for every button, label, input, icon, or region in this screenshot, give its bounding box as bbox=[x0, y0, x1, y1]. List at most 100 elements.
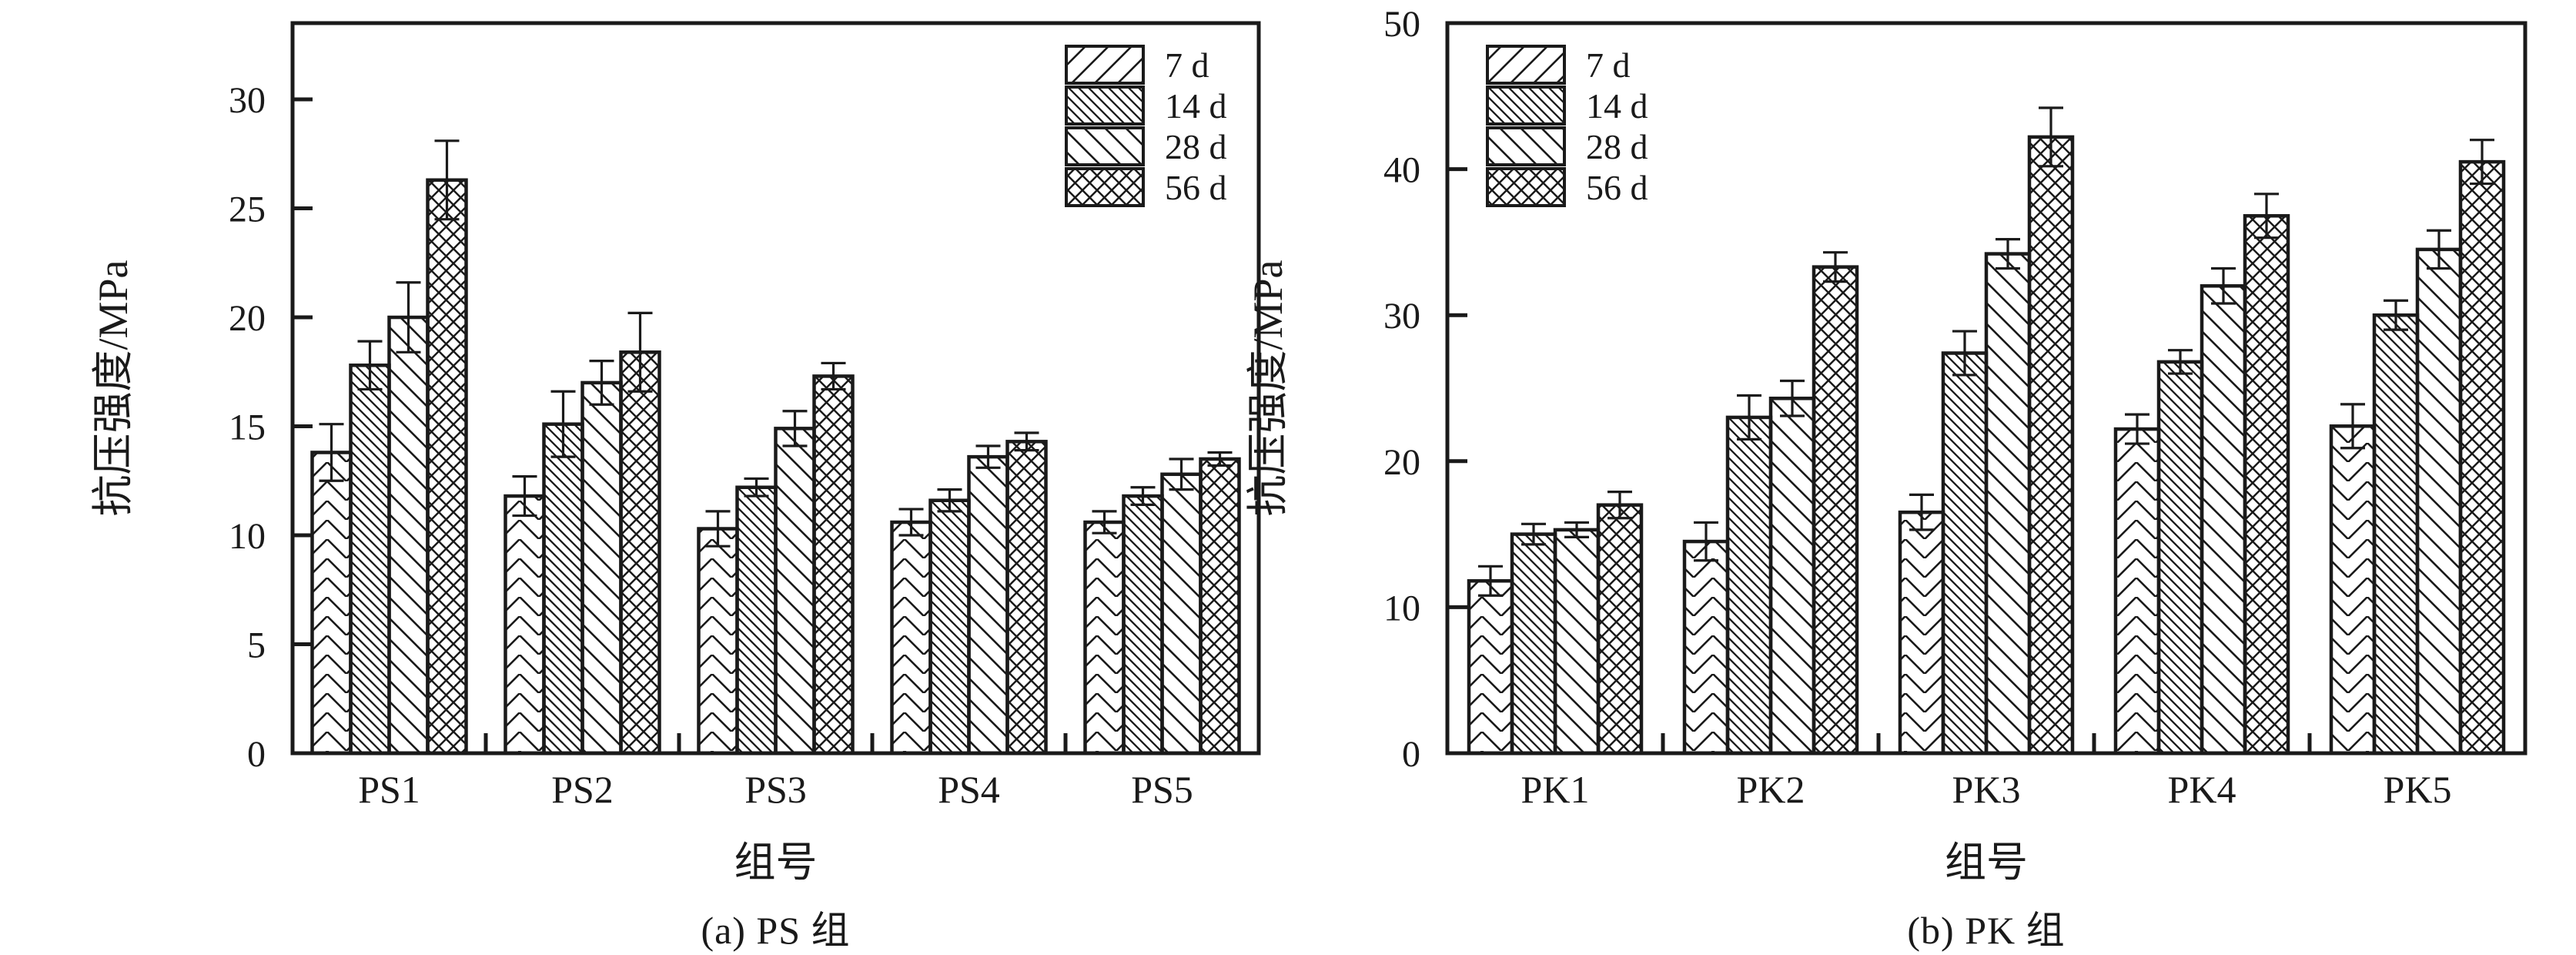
bar-PS1-28d bbox=[387, 315, 430, 756]
x-tick-label-PS1: PS1 bbox=[358, 768, 420, 811]
legend-swatch-56d bbox=[1065, 167, 1145, 207]
x-axis-title: 组号 bbox=[1945, 839, 2028, 886]
x-tick-label-PK4: PK4 bbox=[2168, 768, 2236, 811]
x-tick-label-PK3: PK3 bbox=[1952, 768, 2021, 811]
x-tick-label-PS3: PS3 bbox=[744, 768, 807, 811]
y-tick-label: 0 bbox=[1402, 734, 1420, 775]
error-bar-PS1-28d bbox=[396, 281, 421, 354]
bar-group-PS1 bbox=[310, 139, 468, 756]
chart-b-legend: 7 d14 d28 d56 d bbox=[1486, 45, 1648, 207]
error-bar-PK4-56d bbox=[2254, 193, 2279, 240]
bar-PS3-28d bbox=[774, 427, 816, 756]
y-tick-label: 25 bbox=[229, 189, 266, 230]
bar-PS5-28d bbox=[1160, 472, 1203, 756]
bar-PK3-14d bbox=[1941, 351, 1989, 756]
legend-swatch-56d bbox=[1486, 167, 1566, 207]
bar-group-PS5 bbox=[1083, 451, 1241, 756]
y-tick-label: 40 bbox=[1383, 150, 1420, 191]
bar-PK1-56d bbox=[1596, 503, 1644, 756]
legend-label-14d: 14 d bbox=[1165, 86, 1227, 126]
bar-PK4-7d bbox=[2113, 427, 2161, 756]
chart-b-bars bbox=[1467, 106, 2506, 756]
chart-a-x-axis: PS1 PS2 PS3 PS4 PS5 组号 bbox=[358, 733, 1193, 886]
bar-PK1-7d bbox=[1467, 579, 1514, 756]
panel-b-caption: (b) PK 组 bbox=[1907, 909, 2066, 952]
bar-PK1-28d bbox=[1553, 528, 1601, 756]
chart-b-y-axis: 0 10 20 30 40 50 抗压强度/MPa bbox=[1245, 4, 1467, 775]
legend-label-28d: 28 d bbox=[1165, 127, 1227, 166]
error-bar-PS1-14d bbox=[357, 340, 383, 391]
error-bar-PS2-7d bbox=[512, 475, 537, 518]
x-tick-label-PS2: PS2 bbox=[551, 768, 614, 811]
bar-PK2-28d bbox=[1768, 397, 1816, 756]
bar-PK5-14d bbox=[2372, 313, 2420, 756]
bar-PS4-14d bbox=[928, 498, 971, 756]
error-bar-PS2-56d bbox=[627, 311, 653, 393]
bar-PS3-14d bbox=[735, 485, 778, 756]
error-bar-PS5-7d bbox=[1092, 510, 1117, 534]
bar-PS5-7d bbox=[1083, 520, 1126, 756]
bar-PS2-28d bbox=[580, 380, 623, 756]
bar-group-PK5 bbox=[2329, 139, 2506, 756]
legend-label-7d: 7 d bbox=[1165, 45, 1209, 85]
error-bar-PS1-56d bbox=[434, 139, 460, 221]
error-bar-PK5-14d bbox=[2384, 299, 2408, 331]
bar-PS4-7d bbox=[890, 520, 932, 756]
legend-swatch-7d bbox=[1065, 45, 1145, 85]
bar-PS1-7d bbox=[310, 451, 353, 756]
bar-PS5-14d bbox=[1122, 494, 1164, 756]
error-bar-PK3-28d bbox=[1996, 238, 2020, 270]
bar-PK4-28d bbox=[2200, 284, 2247, 756]
bar-PK2-7d bbox=[1682, 539, 1730, 756]
bar-PS1-56d bbox=[426, 178, 468, 756]
legend-swatch-14d bbox=[1486, 85, 1566, 126]
error-bar-PS2-14d bbox=[550, 390, 576, 458]
error-bar-PK4-14d bbox=[2168, 349, 2193, 375]
error-bar-PK1-56d bbox=[1607, 491, 1632, 520]
error-bar-PS4-28d bbox=[975, 444, 1001, 469]
error-bar-PS5-56d bbox=[1207, 451, 1233, 467]
error-bar-PK4-7d bbox=[2125, 413, 2149, 445]
error-bar-PK2-56d bbox=[1823, 251, 1848, 283]
bar-PS3-56d bbox=[812, 374, 855, 756]
bar-group-PS3 bbox=[697, 361, 855, 756]
chart-b-frame bbox=[1445, 21, 2527, 756]
x-tick-label-PS5: PS5 bbox=[1131, 768, 1193, 811]
legend-swatch-28d bbox=[1486, 126, 1566, 166]
error-bar-PK5-28d bbox=[2427, 229, 2451, 270]
error-bar-PK3-56d bbox=[2039, 106, 2063, 168]
y-tick-label: 10 bbox=[1383, 588, 1420, 628]
chart-a-frame bbox=[290, 21, 1261, 756]
y-axis-title: 抗压强度/MPa bbox=[1245, 260, 1291, 516]
error-bar-PK3-14d bbox=[1952, 330, 1977, 377]
bar-group-PS4 bbox=[890, 431, 1048, 756]
y-tick-label: 15 bbox=[229, 407, 266, 448]
bar-PK3-56d bbox=[2027, 135, 2075, 756]
chart-a-legend: 7 d14 d28 d56 d bbox=[1065, 45, 1227, 207]
legend-label-28d: 28 d bbox=[1586, 127, 1648, 166]
error-bar-PK1-28d bbox=[1564, 521, 1589, 538]
bar-PK4-56d bbox=[2243, 214, 2290, 756]
x-tick-label-PK5: PK5 bbox=[2384, 768, 2452, 811]
bar-PK5-56d bbox=[2458, 159, 2506, 756]
bar-PK5-28d bbox=[2415, 247, 2463, 756]
chart-a-bars bbox=[310, 139, 1241, 756]
y-axis-title: 抗压强度/MPa bbox=[90, 260, 136, 516]
error-bar-PS1-7d bbox=[319, 423, 344, 482]
error-bar-PK2-28d bbox=[1780, 379, 1805, 417]
error-bar-PS4-56d bbox=[1014, 431, 1039, 452]
chart-b: 0 10 20 30 40 50 抗压强度/MPa PK1 PK2 PK3 PK4 PK5 组号 7 d1… bbox=[1245, 4, 2527, 886]
x-tick-label-PS4: PS4 bbox=[938, 768, 1000, 811]
x-tick-label-PK1: PK1 bbox=[1521, 768, 1590, 811]
bar-PS1-14d bbox=[349, 364, 391, 756]
y-tick-label: 20 bbox=[229, 298, 266, 339]
legend-label-56d: 56 d bbox=[1165, 168, 1227, 207]
bar-PK4-14d bbox=[2156, 360, 2204, 756]
error-bar-PK1-14d bbox=[1521, 522, 1546, 546]
error-bar-PS2-28d bbox=[589, 360, 614, 406]
bar-PS2-14d bbox=[542, 422, 584, 756]
bar-group-PK4 bbox=[2113, 193, 2290, 756]
chart-a-y-axis: 0 5 10 15 20 25 30 抗压强度/MPa bbox=[90, 80, 313, 775]
y-tick-label: 30 bbox=[229, 80, 266, 121]
legend-label-56d: 56 d bbox=[1586, 168, 1648, 207]
